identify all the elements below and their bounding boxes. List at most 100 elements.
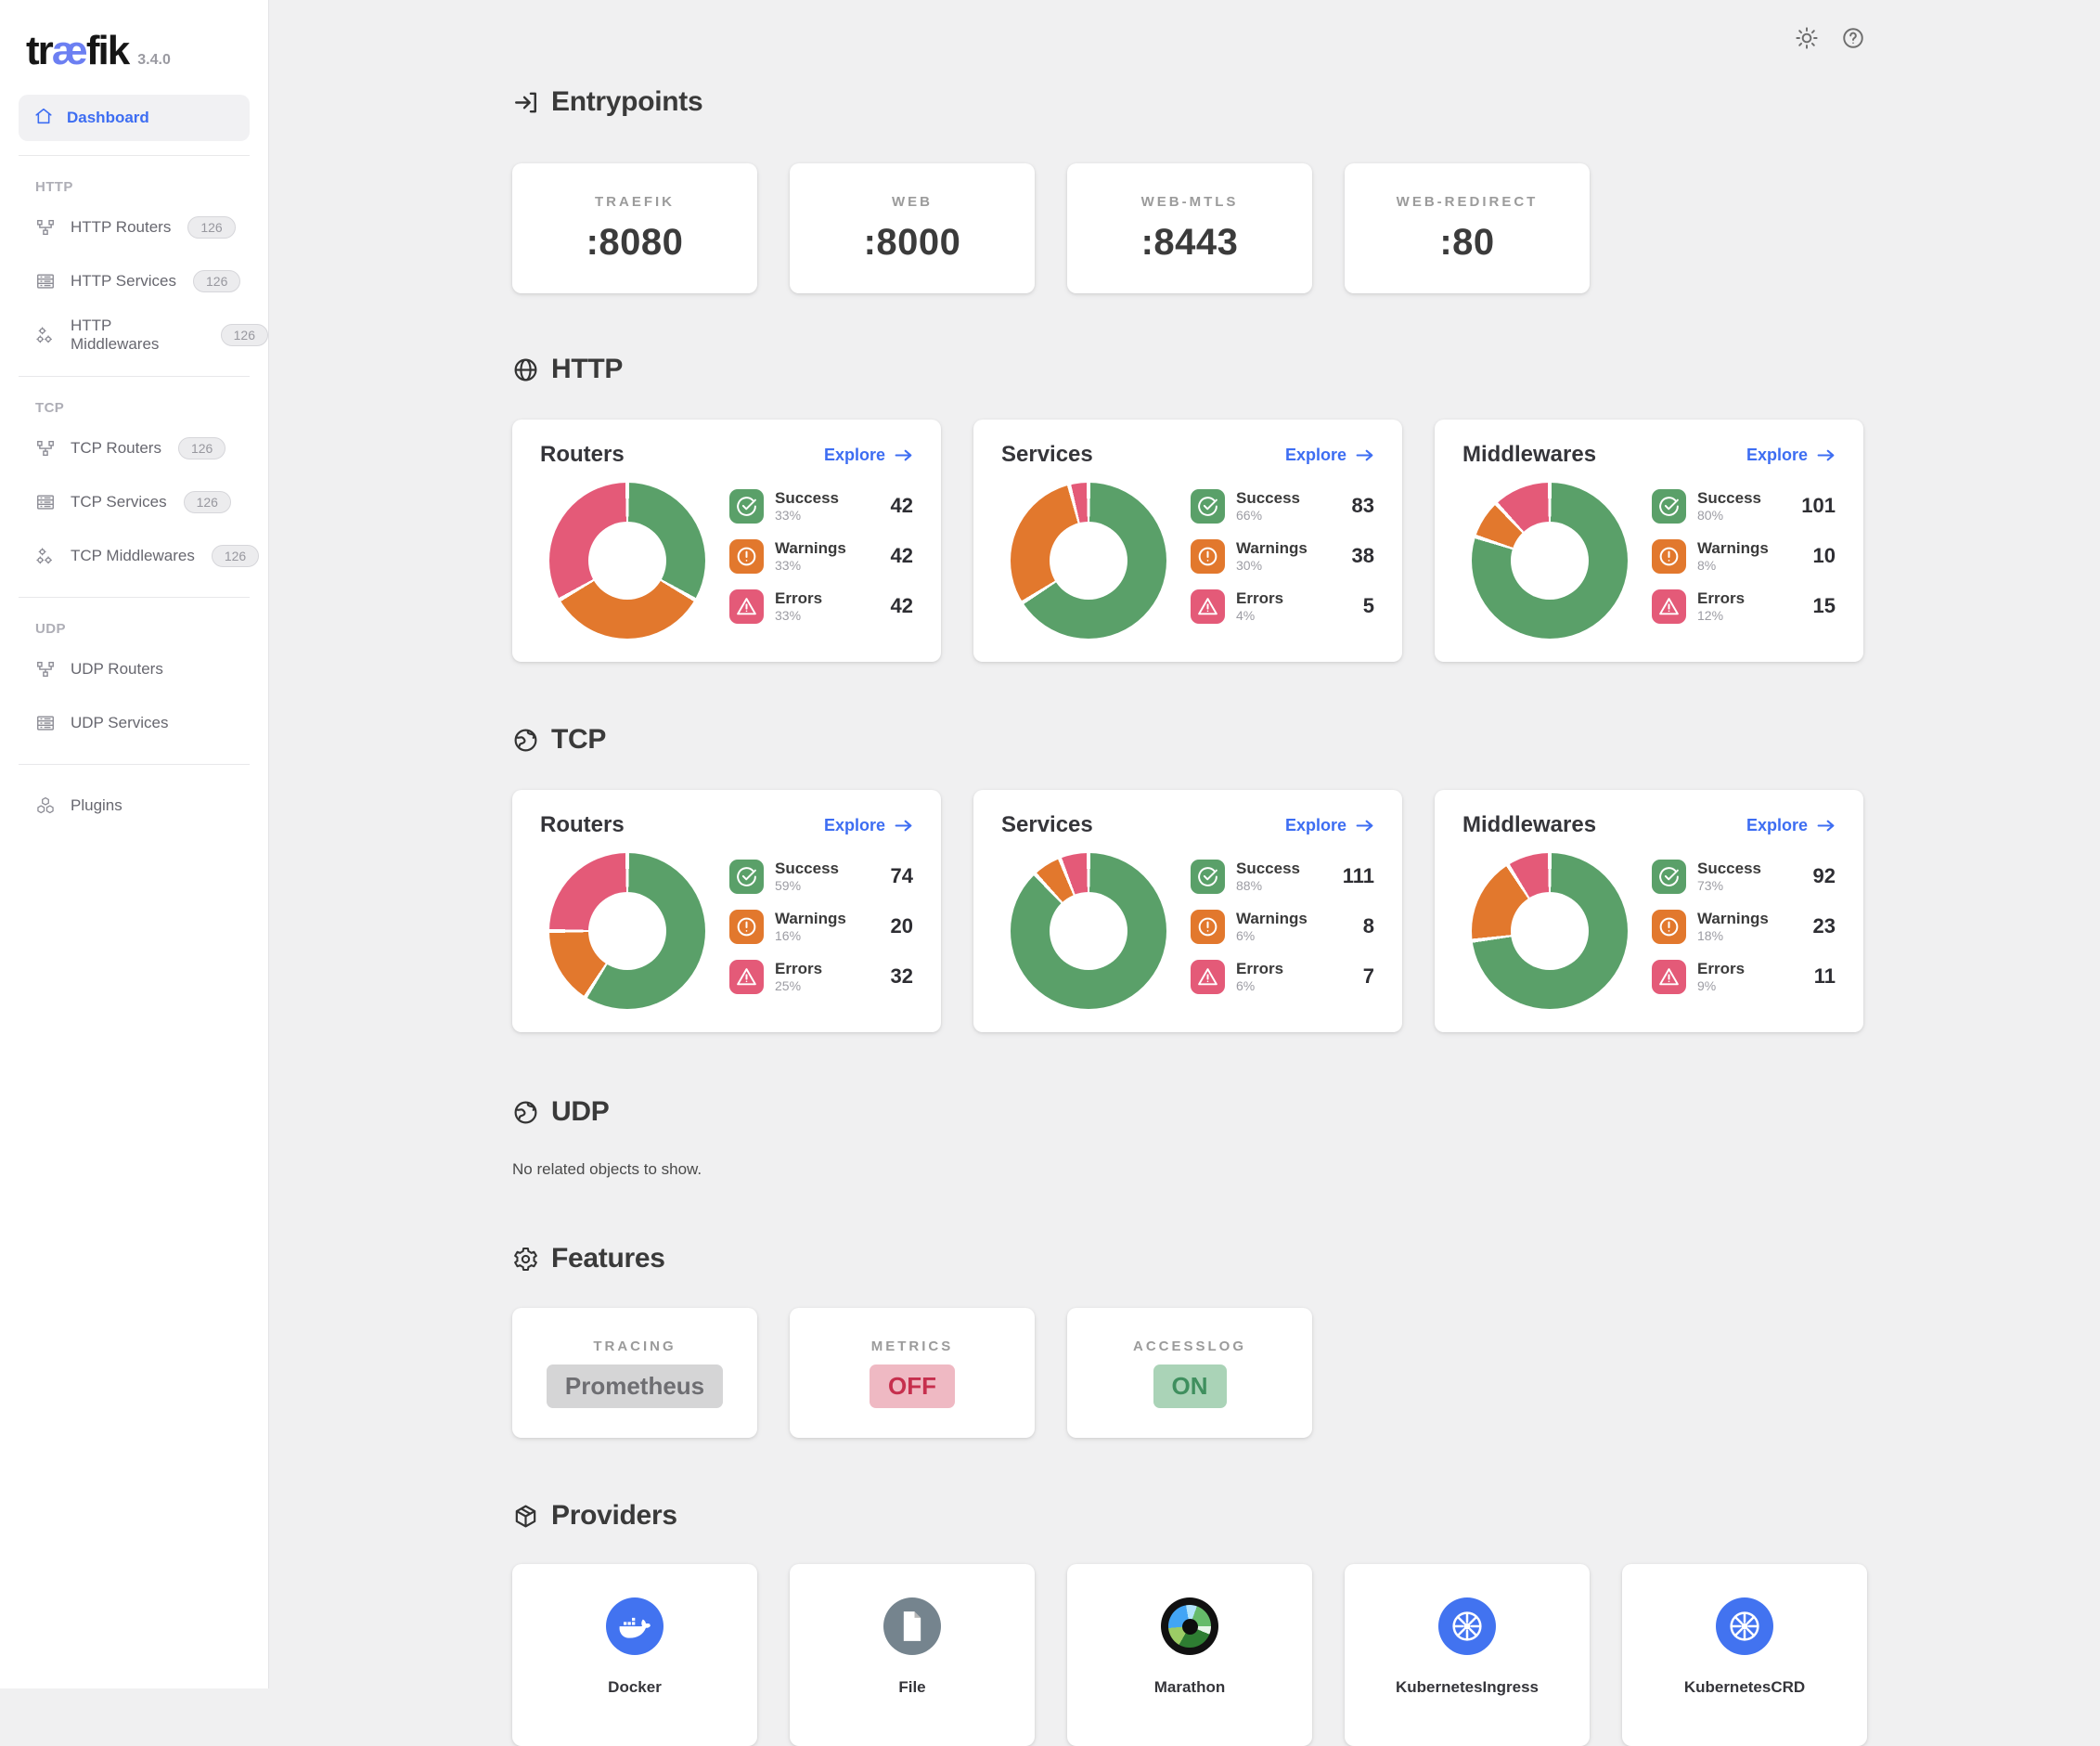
error-icon xyxy=(1191,589,1225,624)
stat-label: Errors xyxy=(1697,590,1745,607)
donut-chart xyxy=(1472,853,1628,1009)
sidebar-item-label: Dashboard xyxy=(67,109,149,127)
stat-row-error: Errors 33% 42 xyxy=(729,586,913,627)
warning-icon xyxy=(1191,910,1225,944)
stat-value: 8 xyxy=(1363,914,1374,938)
provider-name: File xyxy=(898,1678,925,1697)
stat-value: 23 xyxy=(1813,914,1836,938)
stat-label: Success xyxy=(775,490,839,507)
entrypoint-card-traefik: TRAEFIK :8080 xyxy=(512,163,757,293)
feature-name: TRACING xyxy=(593,1339,676,1354)
explore-link[interactable]: Explore xyxy=(1285,446,1374,465)
entrypoint-port: :8443 xyxy=(1141,222,1239,264)
stats-list: Success 73% 92 Warnings 18% 23 Errors 9%… xyxy=(1652,856,1836,1009)
sidebar-item-tcp-middlewares[interactable]: TCP Middlewares 126 xyxy=(0,529,268,583)
card-http-services: Services Explore Success 66% 83 Warnings… xyxy=(973,420,1402,662)
stat-row-success: Success 88% 111 xyxy=(1191,856,1374,897)
donut-hole xyxy=(1511,522,1589,600)
stat-row-warning: Warnings 6% 8 xyxy=(1191,906,1374,947)
explore-link[interactable]: Explore xyxy=(1285,816,1374,835)
kubernetes-icon xyxy=(1716,1597,1773,1655)
donut-hole xyxy=(588,522,666,600)
stat-row-warning: Warnings 8% 10 xyxy=(1652,536,1836,576)
stat-label: Warnings xyxy=(775,911,846,927)
stats-list: Success 66% 83 Warnings 30% 38 Errors 4%… xyxy=(1191,485,1374,639)
sidebar-item-label: TCP Middlewares xyxy=(71,547,195,565)
count-badge: 126 xyxy=(212,545,259,567)
warning-icon xyxy=(1652,910,1686,944)
stat-percent: 88% xyxy=(1236,879,1300,893)
stats-list: Success 33% 42 Warnings 33% 42 Errors 33… xyxy=(729,485,913,639)
divider xyxy=(19,764,250,765)
sidebar-item-http-routers[interactable]: HTTP Routers 126 xyxy=(0,200,268,254)
error-icon xyxy=(1652,960,1686,994)
error-icon xyxy=(1652,589,1686,624)
error-icon xyxy=(1191,960,1225,994)
login-icon xyxy=(512,89,539,116)
stat-label: Warnings xyxy=(775,540,846,557)
donut-chart xyxy=(1011,853,1166,1009)
count-badge: 126 xyxy=(184,491,231,513)
provider-card-kubernetescrd: KubernetesCRD xyxy=(1622,1564,1867,1746)
count-badge: 126 xyxy=(187,216,235,239)
provider-card-kubernetesingress: KubernetesIngress xyxy=(1345,1564,1590,1746)
explore-link[interactable]: Explore xyxy=(824,446,913,465)
stat-value: 7 xyxy=(1363,964,1374,989)
sidebar-item-http-middlewares[interactable]: HTTP Middlewares 126 xyxy=(0,308,268,362)
sidebar-item-udp-routers[interactable]: UDP Routers xyxy=(0,642,268,696)
gear-icon xyxy=(512,1246,539,1273)
feature-card-accesslog: ACCESSLOG ON xyxy=(1067,1308,1312,1438)
error-icon xyxy=(729,960,764,994)
provider-name: Docker xyxy=(608,1678,662,1697)
stat-percent: 16% xyxy=(775,929,846,943)
explore-link[interactable]: Explore xyxy=(1746,816,1836,835)
routers-icon xyxy=(35,217,56,238)
explore-link[interactable]: Explore xyxy=(1746,446,1836,465)
stat-row-success: Success 73% 92 xyxy=(1652,856,1836,897)
sidebar-group-label-udp: UDP xyxy=(0,612,268,642)
stat-label: Warnings xyxy=(1697,911,1769,927)
section-title: Providers xyxy=(551,1500,677,1532)
entrypoint-card-web: WEB :8000 xyxy=(790,163,1035,293)
stat-label: Errors xyxy=(775,590,822,607)
sidebar-item-http-services[interactable]: HTTP Services 126 xyxy=(0,254,268,308)
sidebar: træfik 3.4.0 Dashboard HTTP HTTP Routers… xyxy=(0,0,269,1688)
card-title: Middlewares xyxy=(1462,442,1596,468)
stat-value: 10 xyxy=(1813,544,1836,568)
sidebar-item-dashboard[interactable]: Dashboard xyxy=(19,95,250,141)
stat-percent: 33% xyxy=(775,509,839,523)
sidebar-item-plugins[interactable]: Plugins xyxy=(0,779,268,833)
theme-toggle-icon[interactable] xyxy=(1795,26,1819,50)
stat-label: Success xyxy=(775,860,839,877)
stat-percent: 73% xyxy=(1697,879,1761,893)
sidebar-group-label-http: HTTP xyxy=(0,170,268,200)
sidebar-group-label-tcp: TCP xyxy=(0,391,268,421)
logo-text: træfik xyxy=(26,28,128,74)
help-icon[interactable] xyxy=(1841,26,1865,50)
stat-value: 20 xyxy=(891,914,913,938)
card-http-middlewares: Middlewares Explore Success 80% 101 Warn… xyxy=(1435,420,1863,662)
stat-row-success: Success 59% 74 xyxy=(729,856,913,897)
success-icon xyxy=(1191,860,1225,894)
stat-percent: 6% xyxy=(1236,929,1308,943)
stat-row-success: Success 33% 42 xyxy=(729,485,913,526)
explore-link[interactable]: Explore xyxy=(824,816,913,835)
stat-value: 111 xyxy=(1343,864,1374,888)
stat-value: 5 xyxy=(1363,594,1374,618)
stat-percent: 59% xyxy=(775,879,839,893)
section-title: TCP xyxy=(551,724,606,756)
entrypoint-name: WEB-REDIRECT xyxy=(1397,194,1539,210)
provider-name: KubernetesCRD xyxy=(1684,1678,1805,1697)
stat-percent: 33% xyxy=(775,609,822,623)
sidebar-item-tcp-services[interactable]: TCP Services 126 xyxy=(0,475,268,529)
feature-value-chip: ON xyxy=(1153,1364,1227,1408)
section-title: Entrypoints xyxy=(551,86,702,118)
section-features: Features TRACING Prometheus METRICS OFF … xyxy=(512,1238,2100,1438)
stat-value: 42 xyxy=(891,544,913,568)
sidebar-item-tcp-routers[interactable]: TCP Routers 126 xyxy=(0,421,268,475)
stat-label: Warnings xyxy=(1236,540,1308,557)
sidebar-item-udp-services[interactable]: UDP Services xyxy=(0,696,268,750)
stat-label: Errors xyxy=(1697,961,1745,977)
stat-row-error: Errors 6% 7 xyxy=(1191,956,1374,997)
success-icon xyxy=(1652,860,1686,894)
